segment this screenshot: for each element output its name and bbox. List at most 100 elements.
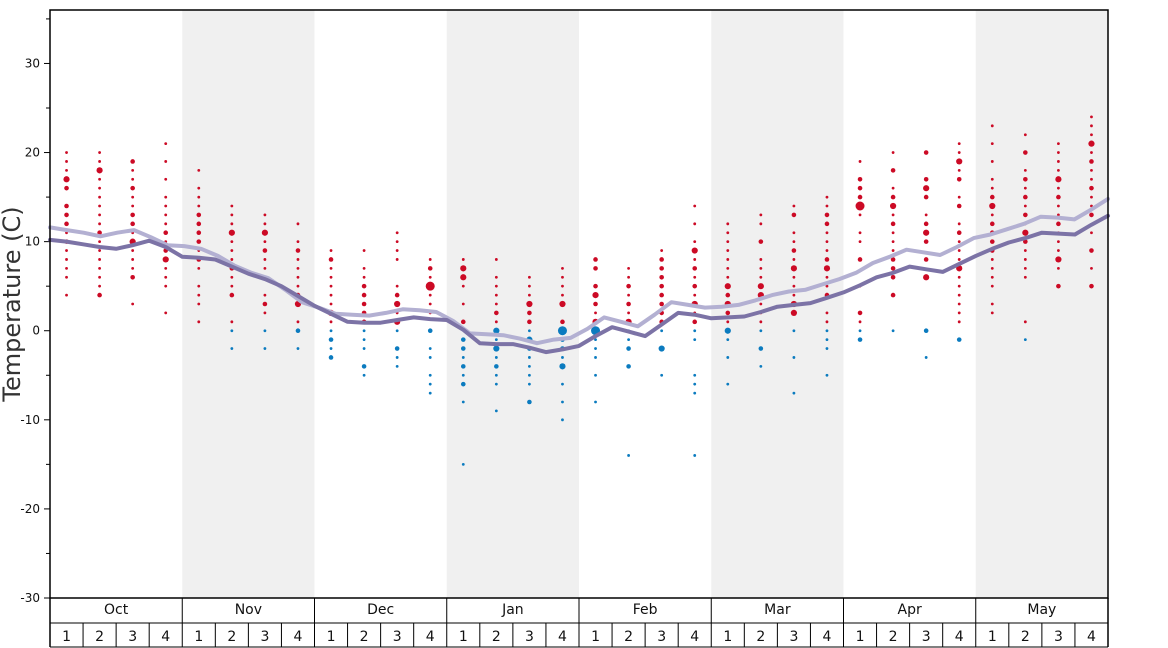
temperature-point [957, 240, 961, 244]
week-label: 4 [1087, 629, 1096, 645]
temperature-point [990, 302, 994, 306]
temperature-point [956, 230, 962, 236]
temperature-point [196, 212, 202, 218]
temperature-point [494, 382, 498, 386]
temperature-point [494, 302, 498, 306]
temperature-point [957, 320, 961, 324]
temperature-point [428, 373, 432, 377]
temperature-point [428, 258, 432, 261]
y-tick-label: -30 [20, 591, 40, 605]
week-label: 2 [1021, 629, 1030, 645]
temperature-point [329, 266, 333, 270]
temperature-point [296, 258, 300, 261]
week-label: 1 [988, 629, 997, 645]
temperature-point [494, 338, 498, 342]
temperature-point [230, 258, 234, 261]
temperature-point [791, 248, 797, 253]
temperature-point [825, 329, 829, 333]
temperature-point [1023, 338, 1027, 342]
shade-nov [182, 10, 315, 598]
temperature-point [164, 204, 168, 208]
temperature-point [395, 329, 399, 333]
temperature-point [857, 185, 863, 191]
temperature-point [428, 302, 432, 306]
temperature-point [494, 293, 498, 297]
temperature-point [660, 329, 664, 333]
temperature-point [560, 319, 565, 325]
temperature-point [890, 266, 896, 271]
temperature-point [659, 274, 664, 280]
temperature-point [1090, 151, 1093, 154]
temperature-point [461, 284, 465, 288]
temperature-point [792, 258, 796, 261]
temperature-point [328, 337, 334, 342]
temperature-point [494, 320, 498, 324]
temperature-point [197, 293, 201, 297]
temperature-point [759, 329, 763, 333]
temperature-point [98, 222, 101, 226]
temperature-point [857, 310, 863, 316]
temperature-point [196, 230, 202, 236]
temperature-point [956, 203, 962, 209]
month-label-feb: Feb [633, 602, 658, 618]
month-label-dec: Dec [367, 602, 394, 618]
temperature-point [395, 231, 399, 235]
temperature-point [329, 293, 333, 297]
temperature-point [527, 399, 532, 405]
week-label: 1 [856, 629, 865, 645]
temperature-point [1057, 240, 1060, 244]
temperature-point [957, 142, 961, 146]
temperature-point [98, 177, 101, 181]
y-tick-label: 20 [25, 146, 40, 160]
temperature-point [759, 320, 763, 324]
temperature-point [362, 373, 366, 377]
upper-line [48, 196, 1110, 346]
temperature-point [858, 231, 862, 235]
temperature-point [362, 266, 366, 270]
shade-jan [446, 10, 579, 598]
temperature-point [494, 373, 498, 377]
temperature-point [825, 249, 829, 252]
temperature-point [692, 283, 698, 289]
temperature-point [693, 373, 697, 377]
week-label: 4 [690, 629, 699, 645]
temperature-point [97, 292, 102, 298]
temperature-point [296, 240, 300, 244]
temperature-point [957, 258, 961, 261]
temperature-point [130, 159, 135, 164]
temperature-point [428, 293, 432, 297]
temperature-point [990, 177, 994, 181]
temperature-point [263, 240, 267, 244]
temperature-point [557, 326, 567, 336]
temperature-point [1023, 168, 1027, 172]
temperature-point [1089, 159, 1094, 164]
temperature-point [627, 454, 630, 457]
temperature-point [561, 266, 564, 270]
temperature-point [855, 201, 865, 211]
temperature-point [692, 319, 698, 325]
temperature-point [858, 320, 862, 324]
temperature-point [1055, 256, 1062, 263]
temperature-point [693, 222, 697, 226]
temperature-point [460, 274, 467, 281]
temperature-point [64, 221, 69, 227]
temperature-point [493, 327, 500, 334]
temperature-point [395, 356, 399, 359]
temperature-point [98, 258, 101, 261]
temperature-point [592, 291, 599, 299]
temperature-point [64, 212, 69, 218]
temperature-point [594, 347, 597, 350]
temperature-point [626, 283, 631, 289]
temperature-point [64, 185, 69, 191]
temperature-point [1023, 239, 1028, 244]
temperature-point [295, 248, 301, 253]
temperature-point [693, 240, 697, 244]
temperature-point [263, 293, 267, 297]
temperature-point [461, 258, 465, 261]
temperature-point [295, 328, 301, 334]
temperature-point [759, 275, 763, 279]
temperature-point [130, 274, 135, 280]
month-label-jan: Jan [501, 602, 524, 618]
temperature-point [494, 275, 498, 279]
temperature-point [594, 311, 597, 315]
